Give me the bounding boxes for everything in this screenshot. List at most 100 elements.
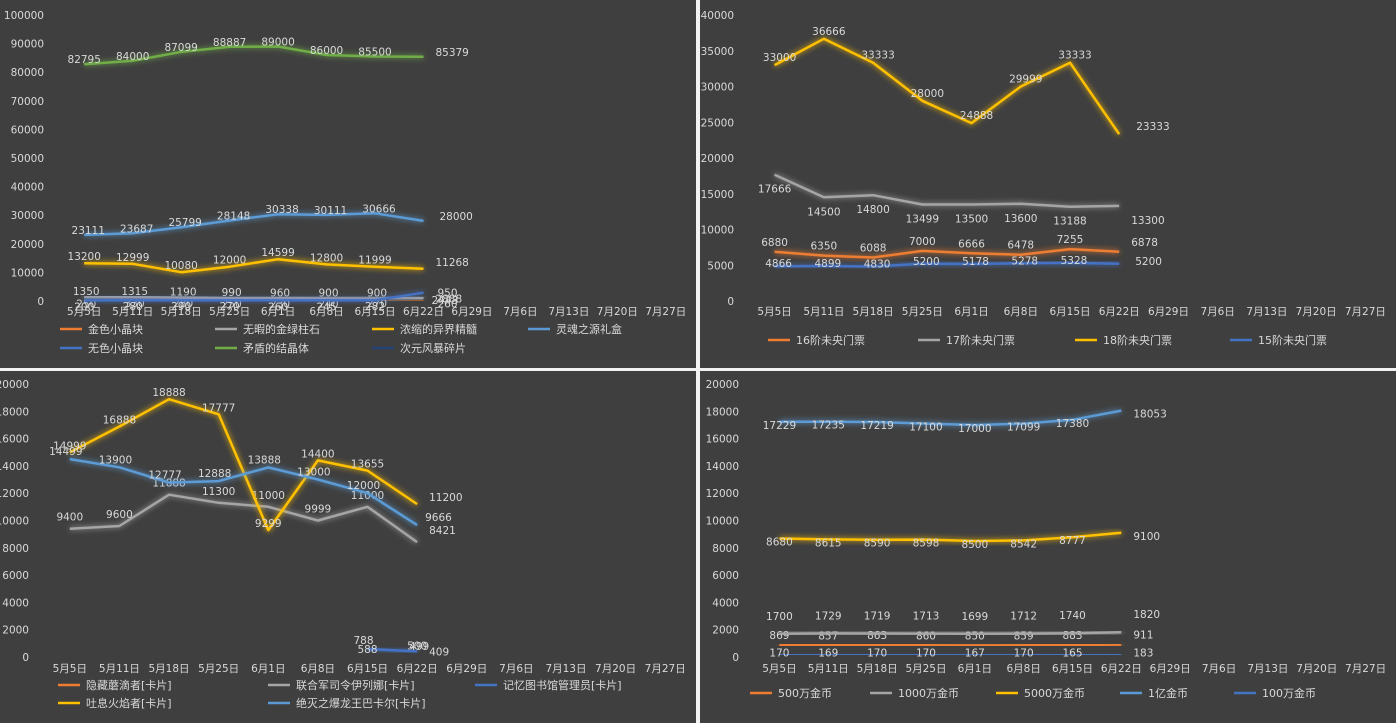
data-label: 17100	[909, 422, 942, 434]
data-label: 270	[220, 301, 240, 313]
x-tick-label: 6月29日	[1150, 663, 1191, 675]
x-tick-label: 5月25日	[905, 663, 946, 675]
legend-label: 17阶未央门票	[946, 333, 1015, 347]
legend-label: 金色小晶块	[88, 322, 143, 336]
x-tick-label: 6月1日	[958, 663, 992, 675]
series-line	[69, 457, 418, 527]
y-tick-label: 10000	[0, 516, 29, 528]
data-label: 8680	[766, 537, 793, 549]
data-label: 1713	[913, 611, 940, 623]
data-label: 17219	[860, 420, 893, 432]
data-label: 16888	[103, 414, 136, 426]
data-label: 6666	[958, 238, 985, 250]
legend-label: 矛盾的结晶体	[243, 341, 309, 355]
series-line	[779, 630, 1122, 636]
y-tick-label: 8000	[2, 543, 29, 555]
data-label: 860	[916, 630, 936, 642]
y-tick-label: 14000	[0, 461, 29, 473]
x-tick-label: 6月22日	[1101, 663, 1142, 675]
data-label: 8500	[961, 539, 988, 551]
data-label: 7255	[1057, 234, 1084, 246]
data-label: 14800	[856, 204, 889, 216]
data-label: 14500	[807, 206, 840, 218]
legend-label: 无暇的金绿柱石	[243, 322, 320, 336]
x-tick-label: 7月20日	[1296, 663, 1337, 675]
data-label: 1729	[815, 610, 842, 622]
chart-panel-gold: 0 2000 4000 6000 8000 10000 12000 14000 16000 180…	[700, 371, 1396, 723]
data-label: 1315	[121, 286, 148, 298]
x-tick-label: 6月8日	[1006, 663, 1040, 675]
data-label: 13300	[1131, 215, 1164, 227]
data-label: 87099	[164, 42, 197, 54]
x-tick-label: 6月29日	[446, 663, 487, 675]
y-tick-label: 10000	[11, 267, 44, 279]
legend-label: 吐息火焰者[卡片]	[86, 696, 172, 710]
x-tick-label: 7月13日	[545, 663, 586, 675]
data-label: 2443	[431, 295, 458, 307]
y-tick-label: 70000	[11, 96, 44, 108]
legend-label: 5000万金币	[1024, 686, 1085, 700]
data-label: 28000	[439, 211, 472, 223]
data-label: 170	[867, 648, 887, 660]
data-label: 13188	[1053, 216, 1086, 228]
legend-label: 15阶未央门票	[1258, 333, 1327, 347]
y-tick-label: 20000	[706, 379, 739, 391]
data-label: 6088	[860, 242, 887, 254]
y-tick-label: 50000	[11, 153, 44, 165]
data-label: 13655	[351, 459, 384, 471]
legend-label: 灵魂之源礼盒	[556, 322, 622, 336]
data-label: 30338	[265, 204, 298, 216]
data-label: 7000	[909, 236, 936, 248]
data-label: 23687	[120, 223, 153, 235]
data-label: 12777	[148, 470, 181, 482]
data-label: 1740	[1059, 610, 1086, 622]
chart-tickets: 0 5000 10000 15000 20000 25000 30000 35000 40000…	[701, 10, 1386, 347]
y-tick-label: 4000	[2, 597, 29, 609]
y-tick-label: 0	[22, 652, 29, 664]
data-label: 4830	[864, 258, 891, 270]
data-label: 33333	[861, 50, 894, 62]
data-label: 1820	[1133, 609, 1160, 621]
x-tick-label: 6月1日	[261, 306, 295, 318]
data-label: 2888	[435, 294, 462, 306]
data-label: 1719	[864, 611, 891, 623]
y-tick-label: 18000	[0, 406, 29, 418]
data-label: 6880	[761, 237, 788, 249]
series-line	[367, 647, 418, 653]
legend-label: 1亿金币	[1148, 686, 1188, 700]
data-label: 33333	[1058, 50, 1091, 62]
y-tick-label: 80000	[11, 67, 44, 79]
data-label: 8421	[429, 525, 456, 537]
data-label: 900	[367, 287, 387, 299]
data-label: 4866	[765, 258, 792, 270]
x-tick-label: 6月22日	[1099, 306, 1140, 318]
legend-label: 18阶未央门票	[1103, 333, 1172, 347]
series-line	[69, 397, 418, 532]
data-label: 588	[357, 644, 377, 656]
data-label: 282	[365, 301, 385, 313]
data-label: 1190	[170, 287, 197, 299]
legend-label: 联合军司令伊列娜[卡片]	[296, 678, 415, 692]
x-tick-label: 6月1日	[954, 306, 988, 318]
data-label: 200	[74, 301, 94, 313]
x-tick-label: 7月20日	[1296, 306, 1337, 318]
data-label: 260	[437, 298, 457, 310]
data-label: 89000	[261, 36, 294, 48]
x-tick-label: 5月18日	[853, 306, 894, 318]
data-label: 13499	[906, 213, 939, 225]
data-label: 6478	[1007, 240, 1034, 252]
x-tick-label: 7月13日	[548, 306, 589, 318]
legend-label: 浓缩的异界精髓	[400, 322, 477, 336]
chart-panel-materials: 0 10000 20000 30000 40000 50000 60000 70000 8000…	[0, 0, 696, 368]
x-tick-label: 5月11日	[808, 663, 849, 675]
data-label: 6350	[810, 241, 837, 253]
data-label: 170	[1014, 648, 1034, 660]
data-label: 5178	[962, 256, 989, 268]
y-tick-label: 30000	[701, 82, 734, 94]
data-label: 84000	[116, 51, 149, 63]
data-label: 409	[429, 646, 449, 658]
data-label: 18888	[152, 387, 185, 399]
data-label: 499	[409, 641, 429, 653]
data-label: 17000	[958, 423, 991, 435]
y-tick-label: 12000	[0, 488, 29, 500]
